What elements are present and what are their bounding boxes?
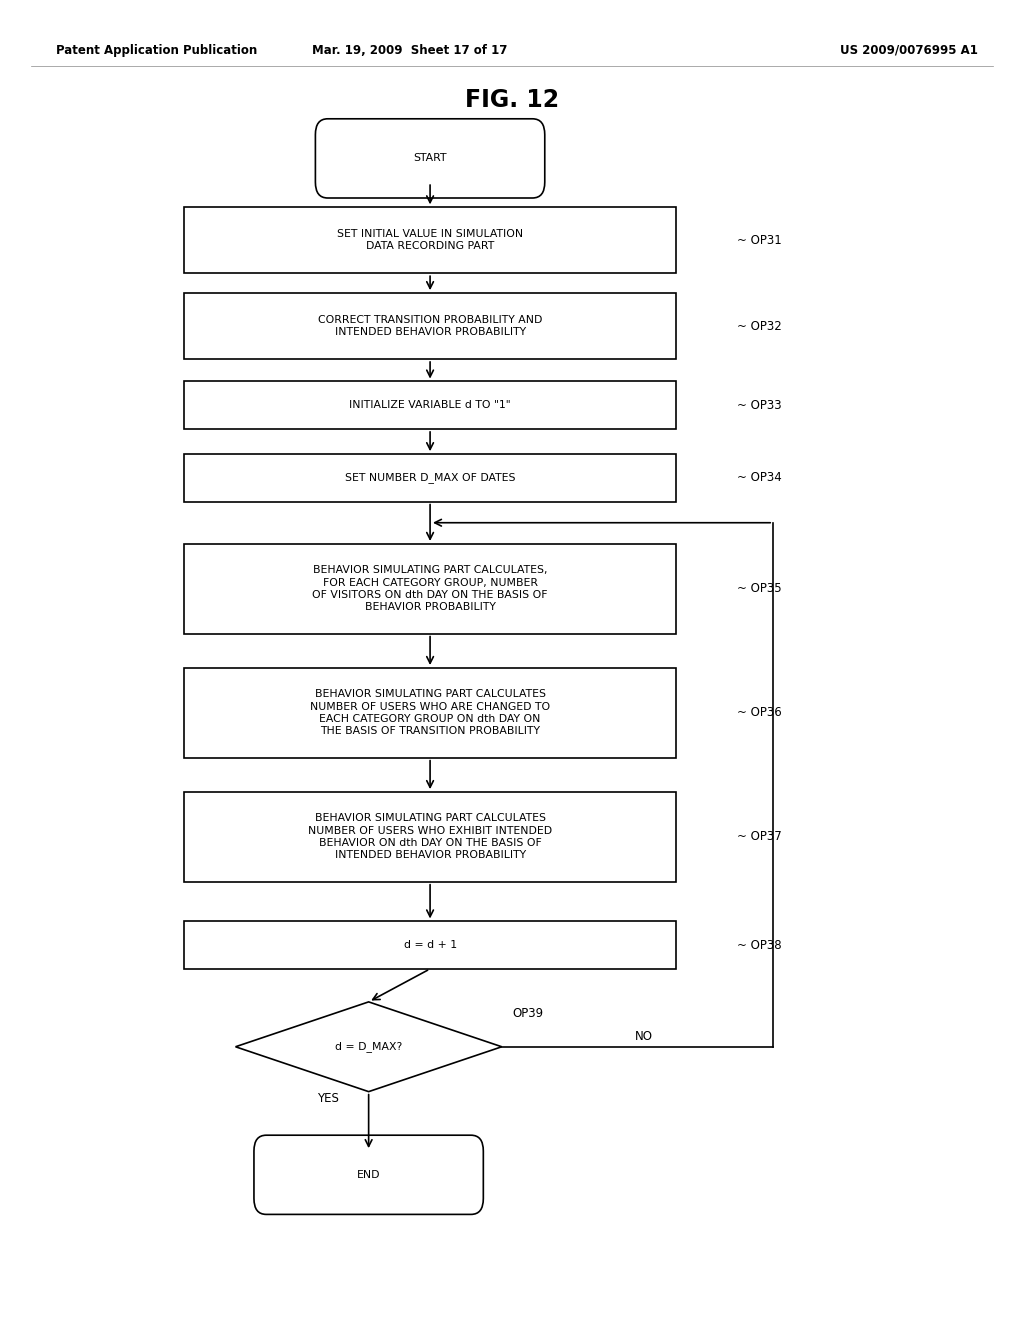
Text: d = d + 1: d = d + 1 bbox=[403, 940, 457, 950]
Text: US 2009/0076995 A1: US 2009/0076995 A1 bbox=[840, 44, 978, 57]
Text: BEHAVIOR SIMULATING PART CALCULATES,
FOR EACH CATEGORY GROUP, NUMBER
OF VISITORS: BEHAVIOR SIMULATING PART CALCULATES, FOR… bbox=[312, 565, 548, 612]
Text: ~ OP34: ~ OP34 bbox=[737, 471, 782, 484]
Text: NO: NO bbox=[635, 1030, 653, 1043]
Text: d = D_MAX?: d = D_MAX? bbox=[335, 1041, 402, 1052]
Text: Mar. 19, 2009  Sheet 17 of 17: Mar. 19, 2009 Sheet 17 of 17 bbox=[312, 44, 507, 57]
Polygon shape bbox=[236, 1002, 502, 1092]
Bar bbox=[184, 921, 676, 969]
Bar bbox=[184, 381, 676, 429]
Text: ~ OP33: ~ OP33 bbox=[737, 399, 782, 412]
Bar bbox=[184, 207, 676, 273]
Text: ~ OP36: ~ OP36 bbox=[737, 706, 782, 719]
Bar bbox=[184, 544, 676, 634]
Text: BEHAVIOR SIMULATING PART CALCULATES
NUMBER OF USERS WHO EXHIBIT INTENDED
BEHAVIO: BEHAVIOR SIMULATING PART CALCULATES NUMB… bbox=[308, 813, 552, 861]
Text: Patent Application Publication: Patent Application Publication bbox=[56, 44, 258, 57]
Text: YES: YES bbox=[316, 1092, 339, 1105]
Text: START: START bbox=[414, 153, 446, 164]
Text: SET INITIAL VALUE IN SIMULATION
DATA RECORDING PART: SET INITIAL VALUE IN SIMULATION DATA REC… bbox=[337, 230, 523, 251]
Text: END: END bbox=[357, 1170, 380, 1180]
Text: ~ OP38: ~ OP38 bbox=[737, 939, 782, 952]
Text: INITIALIZE VARIABLE d TO "1": INITIALIZE VARIABLE d TO "1" bbox=[349, 400, 511, 411]
Text: CORRECT TRANSITION PROBABILITY AND
INTENDED BEHAVIOR PROBABILITY: CORRECT TRANSITION PROBABILITY AND INTEN… bbox=[317, 315, 543, 337]
Bar bbox=[184, 454, 676, 502]
Text: ~ OP37: ~ OP37 bbox=[737, 830, 782, 843]
Text: ~ OP35: ~ OP35 bbox=[737, 582, 782, 595]
Text: OP39: OP39 bbox=[512, 1007, 543, 1020]
Text: BEHAVIOR SIMULATING PART CALCULATES
NUMBER OF USERS WHO ARE CHANGED TO
EACH CATE: BEHAVIOR SIMULATING PART CALCULATES NUMB… bbox=[310, 689, 550, 737]
Text: ~ OP31: ~ OP31 bbox=[737, 234, 782, 247]
FancyBboxPatch shape bbox=[315, 119, 545, 198]
FancyBboxPatch shape bbox=[254, 1135, 483, 1214]
Bar bbox=[184, 792, 676, 882]
Text: SET NUMBER D_MAX OF DATES: SET NUMBER D_MAX OF DATES bbox=[345, 473, 515, 483]
Bar bbox=[184, 293, 676, 359]
Text: FIG. 12: FIG. 12 bbox=[465, 88, 559, 112]
Text: ~ OP32: ~ OP32 bbox=[737, 319, 782, 333]
Bar bbox=[184, 668, 676, 758]
